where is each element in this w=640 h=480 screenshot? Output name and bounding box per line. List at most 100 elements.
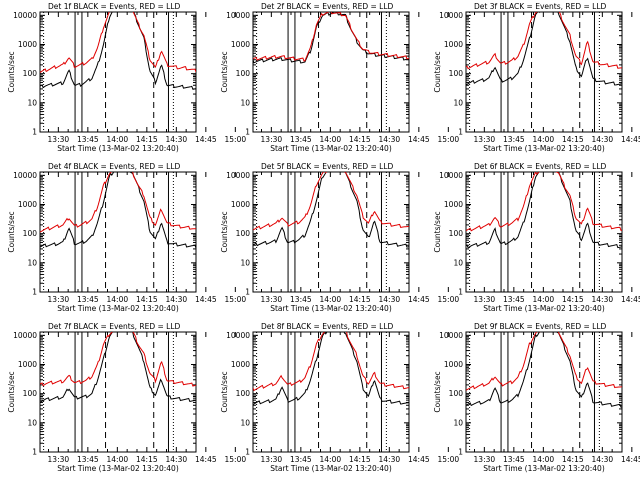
x-axis-label: Start Time (13-Mar-02 13:20:40) <box>483 304 605 313</box>
y-tick-label: 1000 <box>231 40 250 49</box>
y-axis-label: Counts/sec <box>433 51 442 92</box>
series-group <box>466 172 622 249</box>
panel-det-3: Det 3f BLACK = Events, RED = LLD 1 10 100 10… <box>433 2 640 153</box>
x-tick-label: 14:45 <box>408 295 430 304</box>
series-events <box>253 172 409 248</box>
series-lld <box>253 172 409 231</box>
x-tick-label: 14:45 <box>621 295 640 304</box>
y-tick-label: 1000 <box>18 360 37 369</box>
panel-title: Det 1f BLACK = Events, RED = LLD <box>48 2 181 11</box>
x-tick-label: 14:00 <box>320 295 342 304</box>
y-tick-label: 1 <box>458 128 463 137</box>
x-tick-label: 14:00 <box>107 295 129 304</box>
x-tick-label: 14:45 <box>195 295 217 304</box>
y-tick-label: 10000 <box>13 331 37 340</box>
marker-lines <box>256 172 387 292</box>
y-tick-label: 1000 <box>18 40 37 49</box>
marker-lines <box>469 12 600 132</box>
marker-lines <box>43 172 174 292</box>
series-group <box>253 332 409 406</box>
x-tick-label: 13:45 <box>77 295 99 304</box>
x-tick-label: 14:30 <box>166 455 188 464</box>
series-lld <box>466 172 622 232</box>
panel-det-5: Det 5f BLACK = Events, RED = LLD 1 10 100 10… <box>220 162 459 313</box>
y-tick-label: 1 <box>245 448 250 457</box>
x-tick-label: 14:15 <box>136 295 158 304</box>
x-axis-label: Start Time (13-Mar-02 13:20:40) <box>57 144 179 153</box>
plot-frame <box>39 331 197 453</box>
panel-title: Det 8f BLACK = Events, RED = LLD <box>261 322 394 331</box>
y-tick-label: 100 <box>236 389 251 398</box>
x-tick-label: 14:15 <box>562 295 584 304</box>
x-axis-label: Start Time (13-Mar-02 13:20:40) <box>57 464 179 473</box>
series-lld <box>466 12 622 70</box>
x-axis-label: Start Time (13-Mar-02 13:20:40) <box>483 464 605 473</box>
x-tick-label: 14:00 <box>320 135 342 144</box>
x-tick-label: 14:15 <box>136 455 158 464</box>
y-tick-label: 10000 <box>439 331 463 340</box>
y-axis-label: Counts/sec <box>7 371 16 412</box>
x-tick-label: 13:45 <box>503 135 525 144</box>
x-tick-label: 14:45 <box>408 455 430 464</box>
y-tick-label: 1 <box>32 128 37 137</box>
x-tick-label: 15:00 <box>225 135 247 144</box>
y-axis-label: Counts/sec <box>7 51 16 92</box>
x-tick-label: 13:45 <box>290 455 312 464</box>
panel-det-6: Det 6f BLACK = Events, RED = LLD 1 10 100 10… <box>433 162 640 313</box>
plot-frame <box>465 331 623 453</box>
y-axis-label: Counts/sec <box>220 211 229 252</box>
x-tick-label: 14:30 <box>592 455 614 464</box>
y-tick-label: 100 <box>23 229 38 238</box>
panel-det-8: Det 8f BLACK = Events, RED = LLD 1 10 100 10… <box>220 322 459 473</box>
series-lld <box>253 332 409 392</box>
x-tick-label: 14:15 <box>349 135 371 144</box>
series-events <box>466 172 622 249</box>
x-axis-label: Start Time (13-Mar-02 13:20:40) <box>483 144 605 153</box>
x-tick-label: 14:45 <box>621 455 640 464</box>
x-tick-label: 14:45 <box>621 135 640 144</box>
x-tick-label: 14:15 <box>349 295 371 304</box>
y-tick-label: 10000 <box>13 171 37 180</box>
y-tick-label: 1 <box>458 448 463 457</box>
x-tick-label: 13:30 <box>48 455 70 464</box>
panel-det-2: Det 2f BLACK = Events, RED = LLD 1 10 100 10… <box>220 2 459 153</box>
x-tick-label: 13:45 <box>77 135 99 144</box>
panel-det-4: Det 4f BLACK = Events, RED = LLD 1 10 100 10… <box>7 162 246 313</box>
y-tick-label: 10 <box>453 98 463 107</box>
y-tick-label: 1000 <box>444 200 463 209</box>
series-group <box>466 332 622 408</box>
plot-frame <box>39 171 197 293</box>
x-axis-label: Start Time (13-Mar-02 13:20:40) <box>57 304 179 313</box>
x-tick-label: 14:00 <box>533 135 555 144</box>
y-axis-label: Counts/sec <box>220 51 229 92</box>
x-tick-label: 14:45 <box>195 135 217 144</box>
x-tick-label: 14:15 <box>349 455 371 464</box>
y-tick-label: 10000 <box>226 11 250 20</box>
marker-lines <box>43 12 174 132</box>
x-tick-label: 13:30 <box>261 455 283 464</box>
y-tick-label: 1 <box>245 288 250 297</box>
x-tick-label: 13:30 <box>48 295 70 304</box>
series-events <box>466 332 622 408</box>
panel-det-9: Det 9f BLACK = Events, RED = LLD 1 10 100 10… <box>433 322 640 473</box>
series-events <box>40 12 196 90</box>
y-tick-label: 10 <box>27 98 37 107</box>
marker-lines <box>469 172 600 292</box>
x-tick-label: 14:30 <box>379 135 401 144</box>
x-tick-label: 14:15 <box>136 135 158 144</box>
x-tick-label: 14:15 <box>562 135 584 144</box>
series-lld <box>466 332 622 391</box>
panel-title: Det 5f BLACK = Events, RED = LLD <box>261 162 394 171</box>
x-tick-label: 14:00 <box>107 135 129 144</box>
series-group <box>253 12 409 64</box>
series-lld <box>40 12 196 73</box>
marker-lines <box>256 332 387 452</box>
x-tick-label: 13:45 <box>503 295 525 304</box>
x-tick-label: 15:00 <box>225 455 247 464</box>
marker-lines <box>43 332 174 452</box>
series-group <box>40 12 196 90</box>
y-tick-label: 1 <box>32 288 37 297</box>
series-lld <box>40 172 196 233</box>
x-tick-label: 14:30 <box>592 135 614 144</box>
